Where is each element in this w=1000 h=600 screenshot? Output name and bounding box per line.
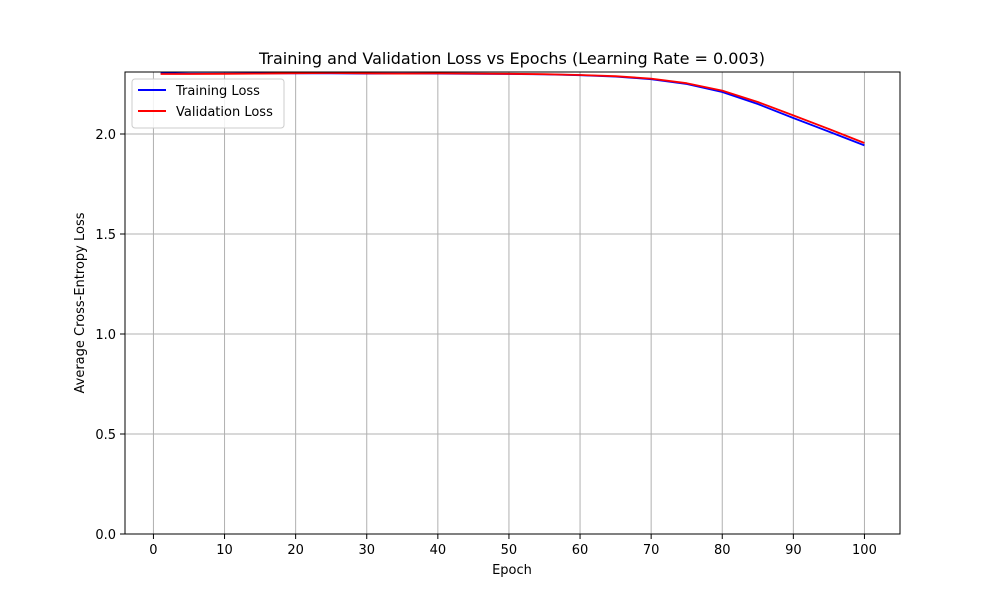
x-tick-label: 60 (572, 543, 589, 558)
x-tick-label: 50 (501, 543, 518, 558)
legend-label-validation-loss: Validation Loss (176, 105, 273, 120)
x-tick-label: 0 (149, 543, 157, 558)
x-tick-label: 80 (714, 543, 731, 558)
y-axis-label: Average Cross-Entropy Loss (73, 212, 88, 393)
x-tick-label: 30 (358, 543, 375, 558)
y-tick-label: 0.5 (95, 428, 116, 443)
x-tick-label: 100 (852, 543, 877, 558)
x-tick-label: 20 (287, 543, 304, 558)
x-tick-label: 90 (785, 543, 802, 558)
legend: Training Loss Validation Loss (132, 79, 284, 128)
y-tick-label: 1.0 (95, 328, 116, 343)
x-tick-label: 40 (430, 543, 447, 558)
x-axis-label: Epoch (492, 563, 532, 578)
y-tick-label: 1.5 (95, 228, 116, 243)
x-tick-label: 10 (216, 543, 233, 558)
x-tick-label: 70 (643, 543, 660, 558)
y-tick-label: 0.0 (95, 528, 116, 543)
y-tick-label: 2.0 (95, 128, 116, 143)
chart-title: Training and Validation Loss vs Epochs (… (258, 49, 765, 68)
legend-label-training-loss: Training Loss (175, 84, 260, 99)
